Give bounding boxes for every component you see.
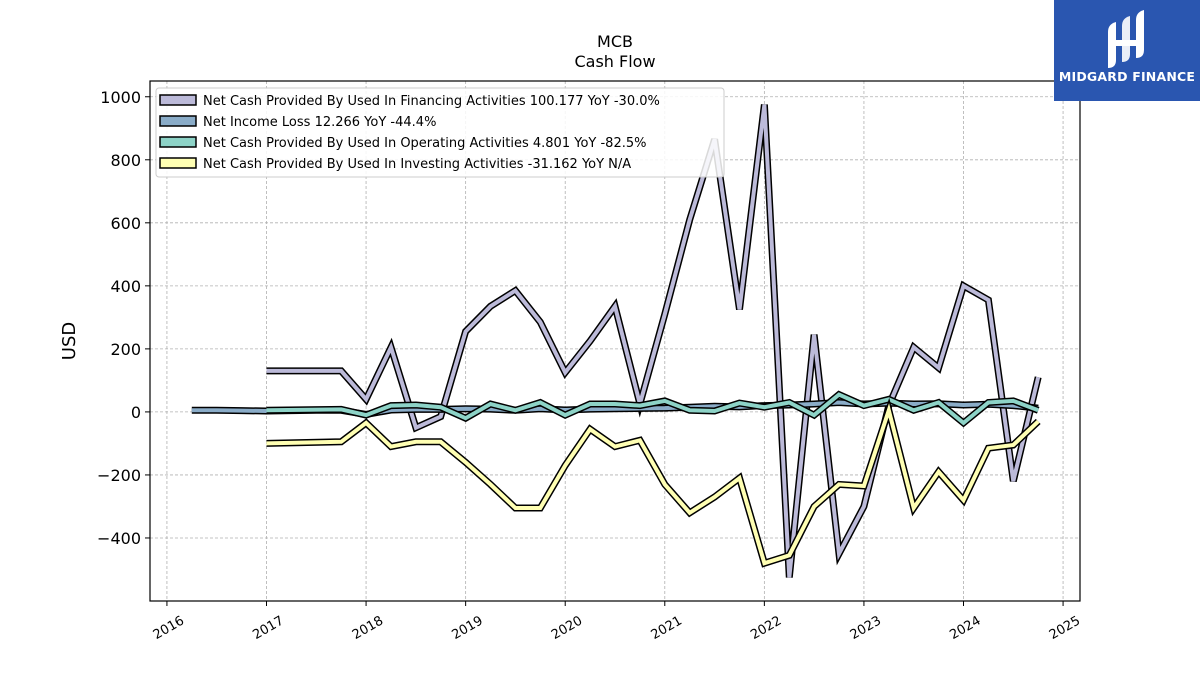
midgard-finance-logo: MIDGARD FINANCE (1054, 0, 1200, 101)
legend-label-1: Net Income Loss 12.266 YoY -44.4% (203, 115, 436, 130)
x-tick-label-7: 2023 (848, 613, 884, 643)
y-tick-label-3: 200 (110, 340, 141, 359)
chart-title: MCB (597, 32, 633, 51)
series-line-0 (266, 104, 1041, 578)
logo-text: MIDGARD FINANCE (1058, 69, 1196, 84)
x-tick-label-0: 2016 (151, 613, 187, 643)
legend-swatch-2 (159, 136, 197, 148)
legend-swatch-1 (159, 115, 197, 127)
x-tick-label-9: 2025 (1047, 613, 1083, 643)
x-tick-label-5: 2021 (649, 613, 685, 643)
y-tick-label-4: 400 (110, 277, 141, 296)
logo-mark-icon (1108, 10, 1144, 68)
y-axis: −400 −200 0 200 400 600 800 1000 (97, 88, 150, 548)
x-tick-label-6: 2022 (748, 613, 784, 643)
series-line-2 (266, 392, 1039, 426)
x-tick-label-8: 2024 (947, 613, 983, 643)
legend-label-2: Net Cash Provided By Used In Operating A… (203, 136, 646, 151)
legend-item-3: Net Cash Provided By Used In Investing A… (159, 157, 631, 172)
y-tick-label-6: 800 (110, 151, 141, 170)
series-line-3 (266, 403, 1040, 566)
x-tick-label-4: 2020 (549, 613, 585, 643)
legend-label-0: Net Cash Provided By Used In Financing A… (203, 94, 660, 109)
legend-swatch-3 (159, 157, 197, 169)
x-tick-label-3: 2019 (449, 613, 485, 643)
legend-item-0: Net Cash Provided By Used In Financing A… (159, 94, 660, 109)
series-2 (266, 390, 1040, 428)
legend-label-3: Net Cash Provided By Used In Investing A… (203, 157, 631, 172)
y-tick-label-5: 600 (110, 214, 141, 233)
series-3 (266, 397, 1041, 568)
y-axis-label: USD (59, 322, 80, 360)
plot-frame (149, 80, 1081, 602)
y-tick-label-0: −400 (97, 529, 141, 548)
legend-box (155, 87, 725, 178)
y-tick-label-2: 0 (131, 403, 141, 422)
series-outline-3 (266, 397, 1041, 568)
x-axis: 2016 2017 2018 2019 2020 2021 2022 2023 2024 2025 (151, 601, 1083, 643)
x-tick-label-1: 2017 (250, 613, 286, 643)
legend-swatch-0 (159, 94, 197, 106)
x-tick-label-2: 2018 (350, 613, 386, 643)
y-tick-label-1: −200 (97, 466, 141, 485)
chart-subtitle: Cash Flow (574, 52, 655, 71)
series-0 (266, 104, 1042, 578)
series-layer (191, 104, 1042, 578)
y-tick-label-7: 1000 (100, 88, 141, 107)
legend: Net Cash Provided By Used In Financing A… (155, 87, 725, 178)
legend-item-1: Net Income Loss 12.266 YoY -44.4% (159, 115, 436, 130)
legend-item-2: Net Cash Provided By Used In Operating A… (159, 136, 646, 151)
